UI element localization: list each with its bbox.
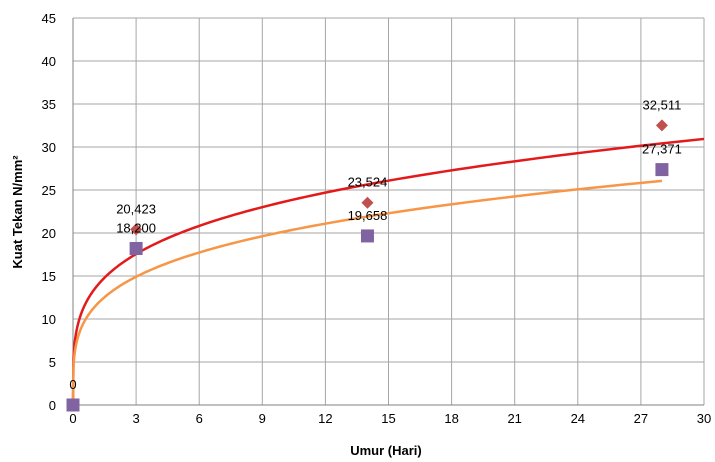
- trendline-series-2: [71, 179, 663, 406]
- x-tick-label: 12: [318, 411, 332, 426]
- diamond-marker: [655, 119, 668, 132]
- data-points: [66, 119, 669, 412]
- x-tick-label: 24: [571, 411, 585, 426]
- data-label: 27,371: [642, 142, 682, 157]
- y-tick-label: 0: [49, 398, 56, 413]
- x-tick-label: 3: [132, 411, 139, 426]
- x-tick-label: 27: [634, 411, 648, 426]
- data-label: 32,511: [643, 97, 682, 112]
- y-tick-label: 15: [42, 269, 56, 284]
- square-marker: [360, 229, 374, 243]
- x-tick-label: 6: [196, 411, 203, 426]
- data-label: 0: [69, 377, 76, 392]
- diamond-marker: [361, 196, 374, 209]
- data-label: 18,200: [116, 220, 156, 235]
- x-tick-label: 15: [381, 411, 395, 426]
- x-tick-label: 9: [259, 411, 266, 426]
- y-tick-label: 35: [42, 97, 56, 112]
- x-tick-label: 30: [697, 411, 711, 426]
- square-marker: [129, 241, 143, 255]
- x-tick-label: 18: [444, 411, 458, 426]
- y-tick-label: 40: [42, 54, 56, 69]
- data-label: 20,423: [116, 201, 156, 216]
- data-label: 19,658: [348, 208, 388, 223]
- y-axis-title: Kuat Tekan N/mm²: [10, 155, 25, 269]
- y-tick-label: 5: [49, 355, 56, 370]
- x-tick-label: 0: [69, 411, 76, 426]
- y-tick-label: 20: [42, 226, 56, 241]
- x-tick-label: 21: [507, 411, 521, 426]
- trendlines: [71, 137, 705, 406]
- y-tick-label: 30: [42, 140, 56, 155]
- data-label: 23,524: [348, 175, 388, 190]
- square-marker: [66, 398, 80, 412]
- y-tick-label: 10: [42, 312, 56, 327]
- diamond-marker: [130, 223, 143, 236]
- x-axis-title: Umur (Hari): [350, 443, 422, 458]
- square-marker: [655, 163, 669, 177]
- y-tick-label: 45: [42, 11, 56, 26]
- data-labels: 0 20,423 23,524 32,511 18,200 19,658 27,371: [69, 97, 681, 392]
- trendline-series-1: [71, 137, 705, 406]
- grid: [72, 17, 705, 406]
- y-tick-label: 25: [42, 183, 56, 198]
